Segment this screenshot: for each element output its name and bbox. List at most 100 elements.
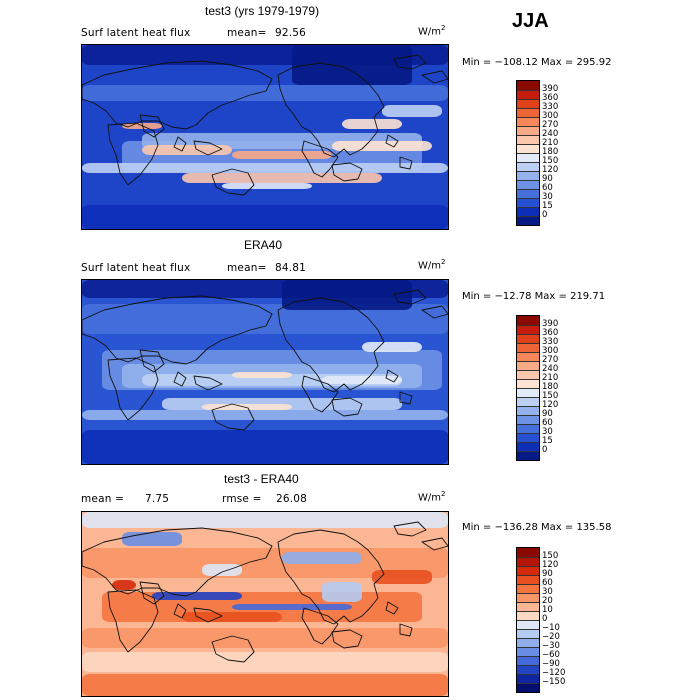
map-field-contour [232, 604, 352, 610]
colorbar-swatch [517, 415, 539, 424]
colorbar-swatch [517, 108, 539, 117]
map-field-contour [82, 410, 448, 420]
coastline [393, 54, 427, 70]
map-field-contour [322, 376, 402, 384]
coastline [173, 603, 187, 619]
panel-1-mean-value: 92.56 [275, 27, 307, 39]
panel-1-colorbar [516, 80, 540, 226]
map-field-contour [332, 141, 432, 151]
colorbar-tick-label: 15 [542, 436, 553, 446]
colorbar-swatch [517, 90, 539, 99]
colorbar-tick-label: 30 [542, 587, 553, 597]
colorbar-swatch [517, 593, 539, 602]
colorbar-swatch [517, 424, 539, 433]
panel-3-colorbar [516, 547, 540, 693]
colorbar-tick-label: 30 [542, 427, 553, 437]
colorbar-swatch [517, 656, 539, 665]
colorbar-swatch [517, 334, 539, 343]
colorbar-swatch [517, 665, 539, 674]
map-field-contour [82, 205, 448, 229]
colorbar-tick-label: 210 [542, 138, 559, 148]
map-field-contour [282, 280, 412, 310]
colorbar-swatch [517, 162, 539, 171]
panel-2-colorbar [516, 315, 540, 461]
coastline [331, 629, 363, 649]
coastline [173, 371, 187, 387]
colorbar-swatch [517, 361, 539, 370]
colorbar-swatch [517, 144, 539, 153]
colorbar-tick-label: 360 [542, 328, 559, 338]
colorbar-tick-label: −30 [542, 641, 560, 651]
map-field-contour [82, 163, 448, 173]
coastline [385, 369, 399, 383]
colorbar-tick-label: 30 [542, 192, 553, 202]
colorbar-tick-label: 15 [542, 201, 553, 211]
coastline [277, 529, 385, 625]
panel-3-unit: W/m2 [418, 490, 446, 504]
panel-3-rmse-label: rmse = [222, 493, 262, 505]
panel-2-mean-value: 84.81 [275, 262, 307, 274]
panel-2-map [81, 279, 449, 465]
colorbar-swatch [517, 442, 539, 451]
world-map-latent-heat-era40 [82, 280, 448, 464]
colorbar-tick-label: −60 [542, 650, 560, 660]
map-field-contour [372, 570, 432, 584]
map-field-contour [202, 404, 292, 410]
panel-2-unit: W/m2 [418, 258, 446, 272]
map-field-contour [182, 173, 382, 183]
panel-1-map [81, 44, 449, 230]
colorbar-swatch [517, 189, 539, 198]
coastline [385, 134, 399, 148]
coastline [173, 136, 187, 152]
panel-2-title: ERA40 [244, 238, 283, 252]
coastline [301, 375, 339, 413]
colorbar-tick-label: 120 [542, 165, 559, 175]
colorbar-swatch [517, 379, 539, 388]
panel-1-minmax: Min = −108.12 Max = 295.92 [462, 57, 612, 68]
coastline [277, 62, 385, 158]
colorbar-tick-label: 390 [542, 319, 559, 329]
colorbar-swatch [517, 557, 539, 566]
colorbar-tick-label: 300 [542, 346, 559, 356]
colorbar-tick-label: 60 [542, 183, 553, 193]
coastline [393, 521, 427, 537]
colorbar-swatch [517, 638, 539, 647]
panel-3-title: test3 - ERA40 [224, 472, 299, 486]
map-field-contour [152, 592, 242, 600]
colorbar-tick-label: 0 [542, 445, 548, 455]
colorbar-swatch [517, 647, 539, 656]
map-field-contour [82, 85, 448, 101]
colorbar-tick-label: 270 [542, 120, 559, 130]
map-field-contour [322, 582, 362, 602]
colorbar-swatch [517, 325, 539, 334]
coastline [211, 635, 255, 663]
colorbar-tick-label: 20 [542, 596, 553, 606]
map-field-contour [292, 45, 412, 85]
colorbar-swatch [517, 117, 539, 126]
coastline [385, 601, 399, 615]
colorbar-tick-label: 0 [542, 210, 548, 220]
colorbar-swatch [517, 153, 539, 162]
coastline [301, 607, 339, 645]
map-field-contour [342, 119, 402, 129]
colorbar-swatch [517, 674, 539, 683]
panel-2-minmax: Min = −12.78 Max = 219.71 [462, 291, 606, 302]
colorbar-swatch [517, 171, 539, 180]
map-field-contour [382, 105, 442, 117]
coastline [331, 397, 363, 417]
coastline [393, 289, 427, 305]
colorbar-tick-label: 150 [542, 156, 559, 166]
colorbar-tick-label: 150 [542, 551, 559, 561]
map-field-contour [82, 652, 448, 672]
panel-2-variable-label: Surf latent heat flux [81, 262, 191, 274]
season-label: JJA [512, 10, 549, 32]
colorbar-swatch [517, 316, 539, 325]
colorbar-swatch [517, 406, 539, 415]
panel-1-variable-label: Surf latent heat flux [81, 27, 191, 39]
coastline [421, 70, 448, 84]
colorbar-tick-label: 360 [542, 93, 559, 103]
colorbar-tick-label: 210 [542, 373, 559, 383]
colorbar-swatch [517, 81, 539, 90]
map-field-contour [222, 183, 312, 189]
colorbar-swatch [517, 352, 539, 361]
